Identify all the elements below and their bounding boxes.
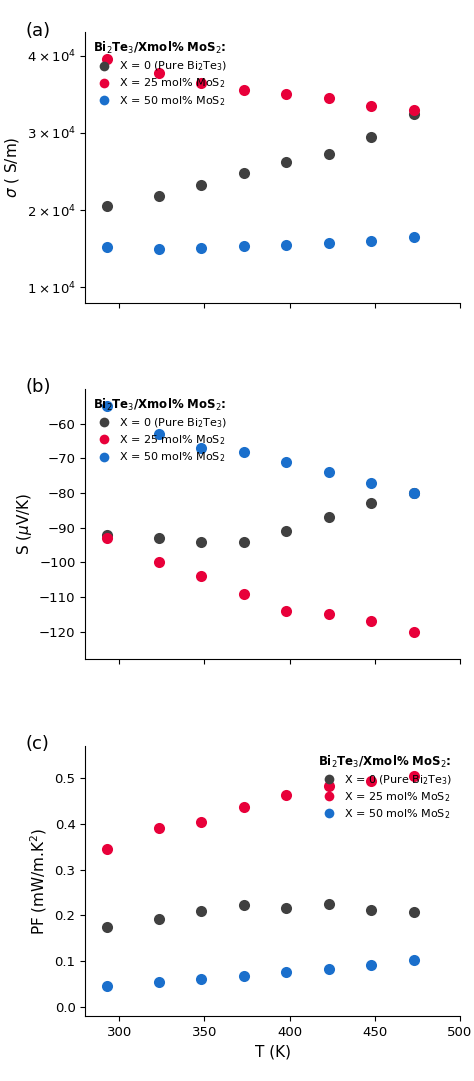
- Text: (c): (c): [26, 735, 49, 753]
- X-axis label: T (K): T (K): [255, 1044, 291, 1059]
- Text: (a): (a): [26, 22, 51, 40]
- Text: (b): (b): [26, 378, 51, 397]
- Y-axis label: S ($\mu$V/K): S ($\mu$V/K): [15, 493, 34, 556]
- Legend: X = 0 (Pure Bi$_2$Te$_3$), X = 25 mol% MoS$_2$, X = 50 mol% MoS$_2$: X = 0 (Pure Bi$_2$Te$_3$), X = 25 mol% M…: [90, 393, 230, 468]
- Legend: X = 0 (Pure Bi$_2$Te$_3$), X = 25 mol% MoS$_2$, X = 50 mol% MoS$_2$: X = 0 (Pure Bi$_2$Te$_3$), X = 25 mol% M…: [315, 750, 456, 825]
- Y-axis label: PF (mW/m.K$^2$): PF (mW/m.K$^2$): [28, 827, 49, 935]
- Y-axis label: $\sigma$ ( S/m): $\sigma$ ( S/m): [3, 137, 21, 198]
- Legend: X = 0 (Pure Bi$_2$Te$_3$), X = 25 mol% MoS$_2$, X = 50 mol% MoS$_2$: X = 0 (Pure Bi$_2$Te$_3$), X = 25 mol% M…: [90, 37, 230, 111]
